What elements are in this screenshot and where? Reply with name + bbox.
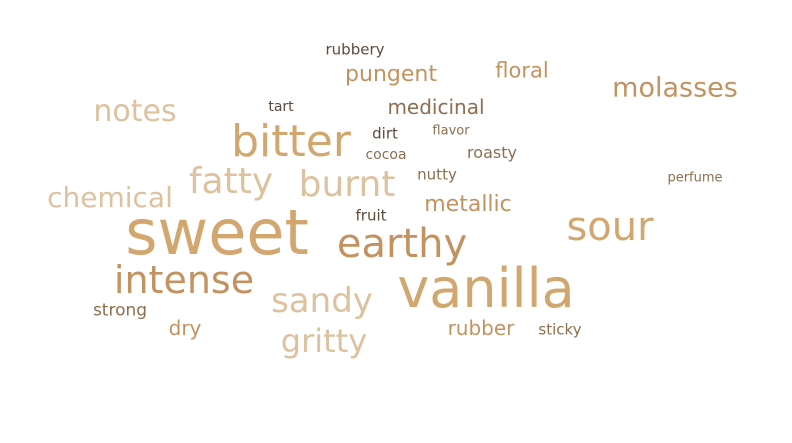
word-molasses: molasses [612,72,738,104]
word-sweet: sweet [125,196,309,269]
word-fruit: fruit [355,206,387,225]
word-bitter: bitter [231,116,351,167]
word-sour: sour [566,204,654,250]
word-intense: intense [113,258,255,302]
word-gritty: gritty [280,322,368,360]
word-notes: notes [93,94,177,129]
word-fatty: fatty [188,161,274,202]
word-flavor: flavor [432,123,470,139]
word-medicinal: medicinal [387,95,485,119]
word-dry: dry [168,316,202,340]
word-vanilla: vanilla [397,257,575,320]
word-roasty: roasty [467,143,517,162]
word-chemical: chemical [47,181,173,214]
word-sticky: sticky [538,320,582,339]
word-rubbery: rubbery [325,40,385,59]
word-strong: strong [92,300,148,321]
word-burnt: burnt [298,164,396,205]
word-perfume: perfume [667,170,723,186]
word-rubber: rubber [447,316,515,340]
word-dirt: dirt [372,124,398,143]
word-pungent: pungent [345,62,437,87]
word-nutty: nutty [417,165,457,184]
word-cocoa: cocoa [365,147,407,163]
word-earthy: earthy [336,221,468,267]
word-metallic: metallic [424,192,512,217]
word-tart: tart [268,99,294,115]
word-floral: floral [495,58,549,83]
word-sandy: sandy [271,281,373,321]
